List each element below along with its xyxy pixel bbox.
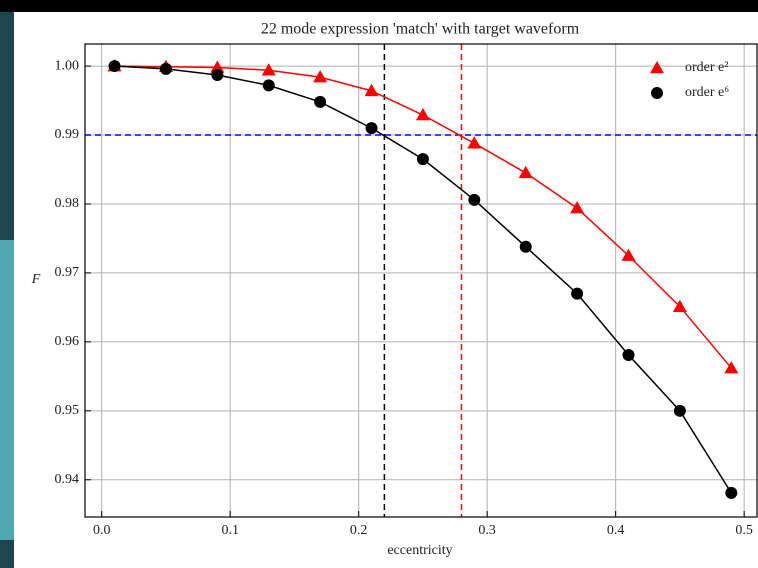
marker [518, 165, 533, 179]
legend-label: order e² [685, 60, 728, 75]
marker [108, 60, 121, 73]
legend-label: order e⁶ [685, 85, 729, 100]
marker [519, 240, 532, 253]
y-tick-label: 1.00 [55, 58, 80, 73]
x-tick-label: 0.1 [221, 523, 239, 538]
marker [725, 486, 738, 499]
marker [622, 348, 635, 361]
x-tick-label: 0.3 [478, 523, 496, 538]
y-axis-label: F [31, 272, 41, 287]
marker [415, 108, 430, 121]
chart-title: 22 mode expression 'match' with target w… [261, 21, 580, 38]
figure-background [14, 12, 758, 568]
y-tick-label: 0.95 [55, 403, 80, 418]
marker [314, 95, 327, 108]
marker [467, 136, 482, 149]
y-tick-label: 0.96 [55, 334, 80, 349]
marker [724, 361, 739, 374]
marker [364, 83, 379, 97]
marker [570, 201, 585, 214]
x-tick-label: 0.2 [350, 523, 368, 538]
marker [571, 287, 584, 300]
y-tick-label: 0.94 [55, 472, 80, 487]
legend-marker [651, 87, 663, 99]
x-tick-label: 0.0 [93, 523, 111, 538]
marker [211, 69, 224, 82]
marker [468, 193, 481, 206]
marker [673, 404, 686, 417]
marker [262, 79, 275, 92]
x-axis-label: eccentricity [387, 543, 452, 558]
marker [672, 299, 687, 312]
y-tick-label: 0.99 [55, 127, 80, 142]
marker [621, 248, 636, 261]
legend-marker [650, 61, 664, 74]
x-tick-label: 0.4 [607, 523, 625, 538]
x-tick-label: 0.5 [735, 523, 753, 538]
y-tick-label: 0.97 [55, 265, 80, 280]
marker [313, 70, 328, 83]
plot-border [84, 43, 758, 518]
y-tick-label: 0.98 [55, 196, 80, 211]
marker [210, 60, 225, 73]
marker [261, 63, 276, 76]
marker [159, 62, 172, 75]
marker [416, 153, 429, 166]
marker [365, 122, 378, 135]
